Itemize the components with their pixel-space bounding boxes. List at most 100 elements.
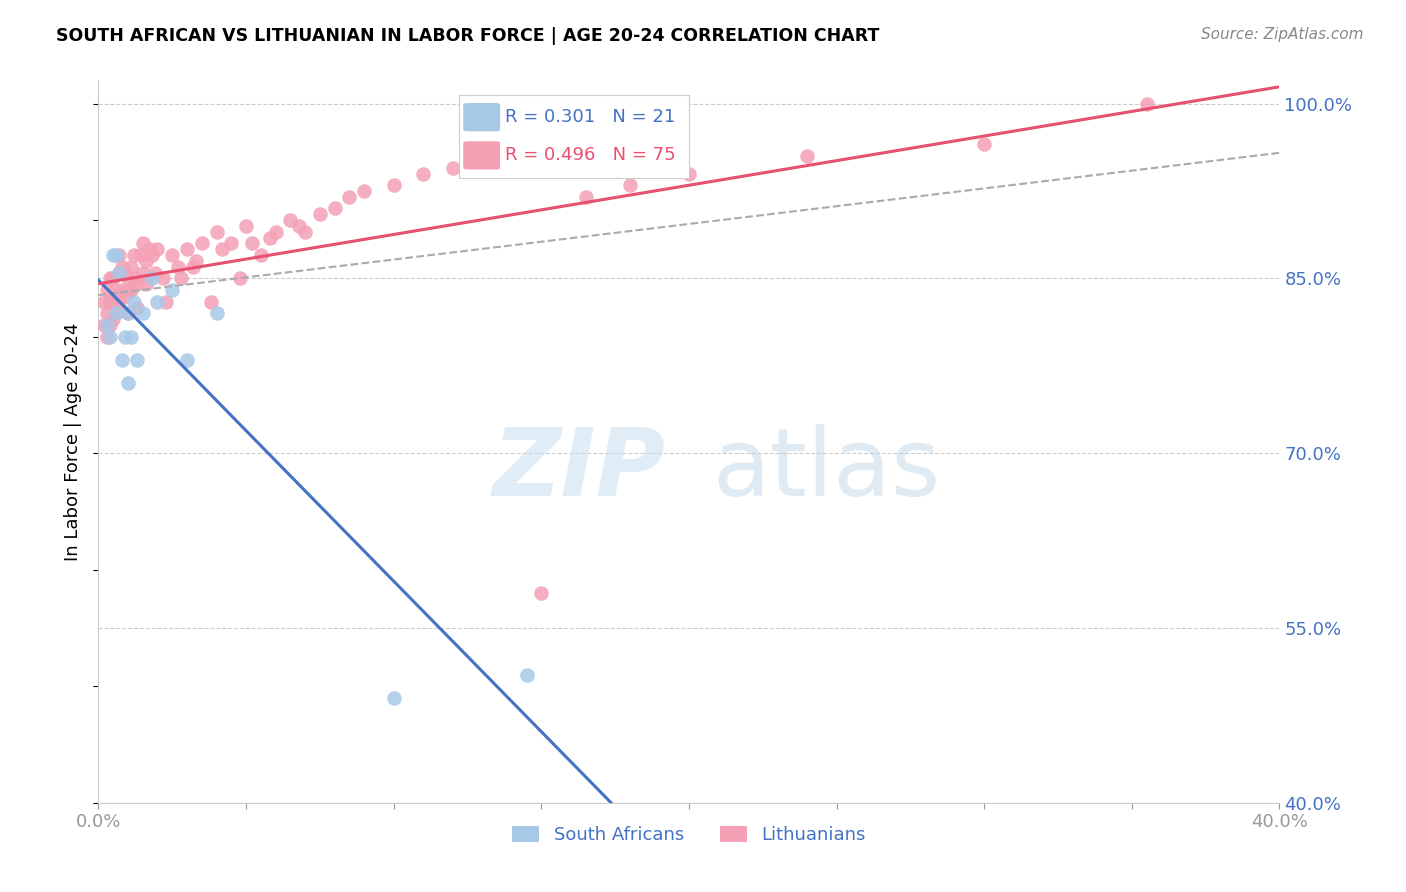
Point	[117, 306, 139, 320]
Point	[973, 137, 995, 152]
Point	[108, 248, 131, 262]
Point	[382, 178, 405, 193]
Point	[146, 294, 169, 309]
Text: ZIP: ZIP	[492, 425, 665, 516]
Point	[353, 184, 375, 198]
Point	[146, 242, 169, 256]
Point	[132, 266, 155, 280]
Point	[103, 271, 125, 285]
Point	[309, 207, 332, 221]
Point	[105, 248, 128, 262]
Point	[143, 266, 166, 280]
Point	[114, 266, 136, 280]
Point	[323, 202, 346, 216]
Point	[111, 283, 134, 297]
Point	[125, 277, 148, 292]
Point	[96, 329, 118, 343]
Point	[205, 306, 228, 320]
Point	[250, 248, 273, 262]
Point	[111, 260, 134, 274]
Point	[382, 690, 405, 705]
Point	[176, 353, 198, 368]
Point	[93, 318, 115, 332]
Point	[141, 248, 163, 262]
Point	[105, 306, 128, 320]
Point	[132, 236, 155, 251]
Point	[96, 318, 118, 332]
Point	[122, 294, 145, 309]
Point	[138, 242, 160, 256]
Point	[678, 167, 700, 181]
Point	[200, 294, 222, 309]
Text: atlas: atlas	[713, 425, 941, 516]
Point	[530, 586, 553, 600]
Point	[96, 306, 118, 320]
Point	[117, 376, 139, 391]
Point	[98, 329, 121, 343]
Point	[294, 225, 316, 239]
Point	[264, 225, 287, 239]
Point	[117, 306, 139, 320]
Point	[176, 242, 198, 256]
Point	[98, 271, 121, 285]
Point	[339, 190, 361, 204]
Point	[125, 353, 148, 368]
Point	[114, 289, 136, 303]
Point	[132, 306, 155, 320]
Point	[471, 154, 494, 169]
Point	[105, 306, 128, 320]
Text: Source: ZipAtlas.com: Source: ZipAtlas.com	[1201, 27, 1364, 42]
Point	[205, 225, 228, 239]
Point	[240, 236, 263, 251]
Point	[117, 283, 139, 297]
Point	[412, 167, 434, 181]
Point	[796, 149, 818, 163]
Point	[103, 294, 125, 309]
Point	[441, 161, 464, 175]
Point	[108, 294, 131, 309]
Point	[288, 219, 311, 233]
Point	[111, 353, 134, 368]
Point	[141, 271, 163, 285]
Point	[575, 190, 598, 204]
Point	[122, 271, 145, 285]
Point	[280, 213, 302, 227]
Point	[96, 283, 118, 297]
Point	[117, 271, 139, 285]
Point	[108, 266, 131, 280]
Point	[135, 254, 157, 268]
Point	[120, 260, 142, 274]
Point	[98, 318, 121, 332]
Point	[619, 178, 641, 193]
Point	[516, 667, 538, 681]
Point	[1136, 96, 1159, 111]
Point	[211, 242, 233, 256]
Point	[259, 230, 281, 244]
Point	[103, 248, 125, 262]
Point	[184, 254, 207, 268]
Point	[170, 271, 193, 285]
Point	[125, 301, 148, 315]
Point	[98, 294, 121, 309]
Point	[114, 329, 136, 343]
Point	[235, 219, 257, 233]
Legend: South Africans, Lithuanians: South Africans, Lithuanians	[505, 819, 873, 852]
Point	[93, 294, 115, 309]
Point	[120, 283, 142, 297]
Point	[155, 294, 177, 309]
Point	[229, 271, 252, 285]
Point	[105, 283, 128, 297]
Point	[162, 248, 183, 262]
Point	[120, 329, 142, 343]
Point	[181, 260, 204, 274]
Point	[162, 283, 183, 297]
Text: SOUTH AFRICAN VS LITHUANIAN IN LABOR FORCE | AGE 20-24 CORRELATION CHART: SOUTH AFRICAN VS LITHUANIAN IN LABOR FOR…	[56, 27, 880, 45]
Point	[128, 248, 150, 262]
Point	[221, 236, 243, 251]
Point	[191, 236, 214, 251]
Point	[152, 271, 174, 285]
Point	[108, 266, 131, 280]
Point	[103, 312, 125, 326]
Point	[135, 277, 157, 292]
Point	[167, 260, 190, 274]
